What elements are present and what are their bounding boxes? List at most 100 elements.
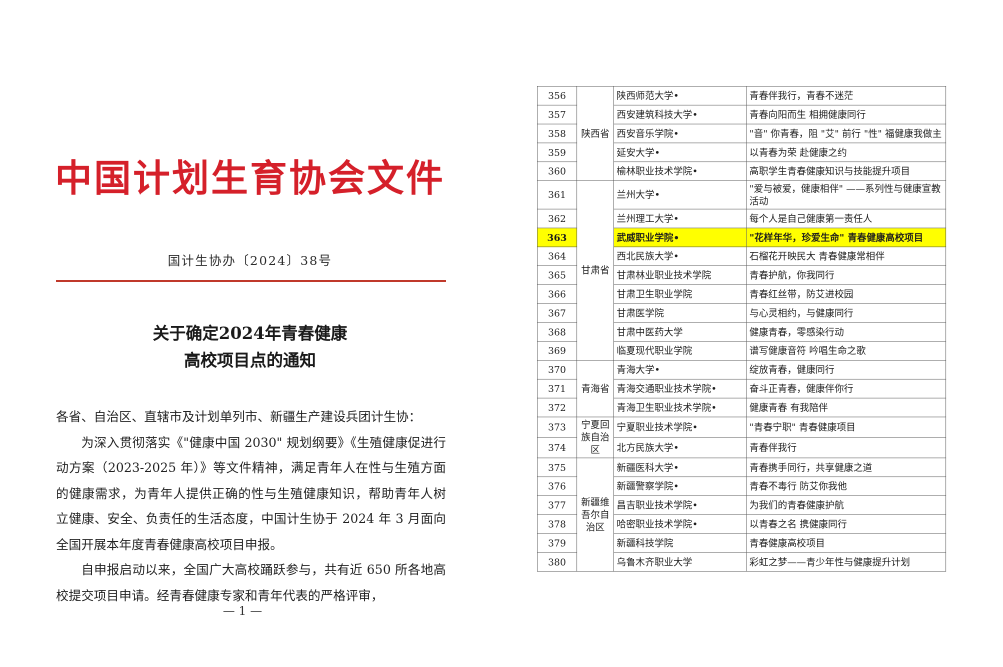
school-name-cell: 新疆警察学院• [613, 476, 747, 496]
table-row: 363 武威职业学院• "花样年华，珍爱生命" 青春健康高校项目 [536, 227, 947, 248]
school-name-cell: 新疆科技学院 [613, 533, 747, 553]
row-id-cell: 366 [536, 284, 578, 304]
project-name-cell: 高职学生青春健康知识与技能提升项目 [746, 161, 947, 181]
school-name-cell: 青海大学• [613, 360, 747, 380]
page-number-footer: — 1 — [222, 604, 263, 618]
project-name-cell: 青春不毒行 防艾你我他 [746, 476, 947, 496]
project-name-cell: 青春伴我行，青春不迷茫 [746, 85, 947, 106]
project-name-cell: 青春健康高校项目 [746, 533, 947, 553]
project-name-cell: "音" 你青春，阻 "艾" 前行 "性" 福健康我做主 [746, 123, 947, 144]
school-name-cell: 西安音乐学院• [613, 123, 747, 144]
school-name-cell: 延安大学• [613, 142, 747, 163]
row-id-cell: 368 [536, 322, 578, 342]
table-row: 357 西安建筑科技大学• 青春向阳而生 相拥健康同行 [536, 104, 947, 125]
project-name-cell: 健康青春，零感染行动 [746, 322, 947, 342]
project-name-cell: 青春携手同行，共享健康之道 [746, 457, 947, 478]
project-name-cell: 青春向阳而生 相拥健康同行 [746, 104, 947, 125]
row-id-cell: 371 [536, 378, 578, 399]
school-name-cell: 甘肃林业职业技术学院 [613, 265, 747, 285]
project-name-cell: 石榴花开映民大 青春健康常相伴 [746, 246, 947, 266]
row-id-cell: 358 [536, 123, 578, 144]
roster-table-page: 356 陕西省 陕西师范大学• 青春伴我行，青春不迷茫 357 西安建筑科技大学• 青春向阳… [500, 0, 1003, 667]
province-cell: 陕西省 [576, 85, 614, 181]
red-horizontal-rule [56, 280, 446, 282]
table-row: 374 北方民族大学• 青春伴我行 [536, 437, 947, 459]
province-cell: 宁夏回族自治区 [576, 416, 614, 459]
school-name-cell: 宁夏职业技术学院• [613, 416, 747, 438]
table-row: 367 甘肃医学院 与心灵相约，与健康同行 [536, 303, 947, 323]
table-row: 358 西安音乐学院• "音" 你青春，阻 "艾" 前行 "性" 福健康我做主 [536, 123, 947, 144]
row-id-cell: 372 [536, 397, 578, 418]
school-name-cell: 甘肃中医药大学 [613, 322, 747, 342]
project-name-cell: 健康青春 有我陪伴 [746, 397, 947, 418]
row-id-cell: 363 [536, 227, 578, 248]
province-cell: 甘肃省 [576, 180, 614, 361]
project-name-cell: "爱与被爱，健康相伴" ——系列性与健康宣教活动 [746, 180, 947, 210]
school-name-cell: 昌吉职业技术学院• [613, 495, 747, 515]
school-name-cell: 新疆医科大学• [613, 457, 747, 478]
school-name-cell: 兰州理工大学• [613, 208, 747, 229]
school-name-cell: 青海卫生职业技术学院• [613, 397, 747, 418]
document-paragraph-1: 为深入贯彻落实《"健康中国 2030" 规划纲要》《生殖健康促进行动方案（202… [56, 434, 446, 552]
table-row: 356 陕西省 陕西师范大学• 青春伴我行，青春不迷茫 [536, 85, 947, 181]
roster-table-body: 356 陕西省 陕西师范大学• 青春伴我行，青春不迷茫 357 西安建筑科技大学• 青春向阳… [536, 85, 947, 572]
row-id-cell: 356 [536, 85, 578, 106]
row-id-cell: 379 [536, 533, 578, 553]
project-name-cell: 青春红丝带，防艾进校园 [746, 284, 947, 304]
row-id-cell: 369 [536, 341, 578, 361]
school-name-cell: 临夏现代职业学院 [613, 341, 747, 361]
roster-table: 356 陕西省 陕西师范大学• 青春伴我行，青春不迷茫 357 西安建筑科技大学• 青春向阳… [536, 85, 947, 572]
school-name-cell: 乌鲁木齐职业大学 [613, 552, 747, 572]
project-name-cell: 以青春为荣 赴健康之约 [746, 142, 947, 163]
row-id-cell: 360 [536, 161, 578, 181]
row-id-cell: 375 [536, 457, 578, 478]
project-name-cell: "花样年华，珍爱生命" 青春健康高校项目 [746, 227, 947, 248]
project-name-cell: 青春伴我行 [746, 437, 947, 459]
table-row: 362 兰州理工大学• 每个人是自己健康第一责任人 [536, 208, 947, 229]
province-cell: 新疆维吾尔自治区 [576, 457, 614, 572]
document-title-line-1: 关于确定2024年青春健康 [152, 324, 348, 343]
table-row: 366 甘肃卫生职业学院 青春红丝带，防艾进校园 [536, 284, 947, 304]
table-row: 377 昌吉职业技术学院• 为我们的青春健康护航 [536, 495, 947, 515]
row-id-cell: 373 [536, 416, 578, 438]
document-title-line-2: 高校项目点的通知 [184, 351, 316, 370]
school-name-cell: 榆林职业技术学院• [613, 161, 747, 181]
row-id-cell: 380 [536, 552, 578, 572]
school-name-cell: 武威职业学院• [613, 227, 747, 248]
table-row: 375 新疆维吾尔自治区 新疆医科大学• 青春携手同行，共享健康之道 [536, 457, 947, 572]
row-id-cell: 357 [536, 104, 578, 125]
school-name-cell: 北方民族大学• [613, 437, 747, 459]
school-name-cell: 青海交通职业技术学院• [613, 378, 747, 399]
table-row: 376 新疆警察学院• 青春不毒行 防艾你我他 [536, 476, 947, 496]
table-row: 368 甘肃中医药大学 健康青春，零感染行动 [536, 322, 947, 342]
table-row: 372 青海卫生职业技术学院• 健康青春 有我陪伴 [536, 397, 947, 418]
project-name-cell: 青春护航，你我同行 [746, 265, 947, 285]
school-name-cell: 西安建筑科技大学• [613, 104, 747, 125]
project-name-cell: 与心灵相约，与健康同行 [746, 303, 947, 323]
row-id-cell: 370 [536, 360, 578, 380]
document-paragraph-2: 自申报启动以来，全国广大高校踊跃参与，共有近 650 所各地高校提交项目申请。经… [56, 562, 446, 603]
document-masthead: 中国计划生育协会文件 [55, 156, 445, 200]
province-cell: 青海省 [576, 360, 614, 418]
table-row: 371 青海交通职业技术学院• 奋斗正青春，健康伴你行 [536, 378, 947, 399]
table-row: 378 哈密职业技术学院• 以青春之名 携健康同行 [536, 514, 947, 534]
table-row: 361 甘肃省 兰州大学• "爱与被爱，健康相伴" ——系列性与健康宣教活动 [536, 180, 947, 361]
row-id-cell: 365 [536, 265, 578, 285]
document-salutation: 各省、自治区、直辖市及计划单列市、新疆生产建设兵团计生协： [56, 409, 422, 424]
project-name-cell: "青春宁职" 青春健康项目 [746, 416, 947, 438]
page-title: 关于确定2024年青春健康 高校项目点的通知 [40, 320, 460, 374]
row-id-cell: 359 [536, 142, 578, 163]
row-id-cell: 378 [536, 514, 578, 534]
project-name-cell: 奋斗正青春，健康伴你行 [746, 378, 947, 399]
project-name-cell: 为我们的青春健康护航 [746, 495, 947, 515]
row-id-cell: 361 [536, 180, 578, 210]
project-name-cell: 谱写健康音符 吟唱生命之歌 [746, 341, 947, 361]
document-content-area: 中国计划生育协会文件 国计生协办〔2024〕38号 关于确定2024年青春健康 … [40, 0, 460, 667]
project-name-cell: 绽放青春，健康同行 [746, 360, 947, 380]
document-body-text: 各省、自治区、直辖市及计划单列市、新疆生产建设兵团计生协： 为深入贯彻落实《"健… [56, 404, 446, 608]
project-name-cell: 彩虹之梦——青少年性与健康提升计划 [746, 552, 947, 572]
school-name-cell: 甘肃医学院 [613, 303, 747, 323]
table-row: 373 宁夏回族自治区 宁夏职业技术学院• "青春宁职" 青春健康项目 [536, 416, 947, 459]
row-id-cell: 362 [536, 208, 578, 229]
